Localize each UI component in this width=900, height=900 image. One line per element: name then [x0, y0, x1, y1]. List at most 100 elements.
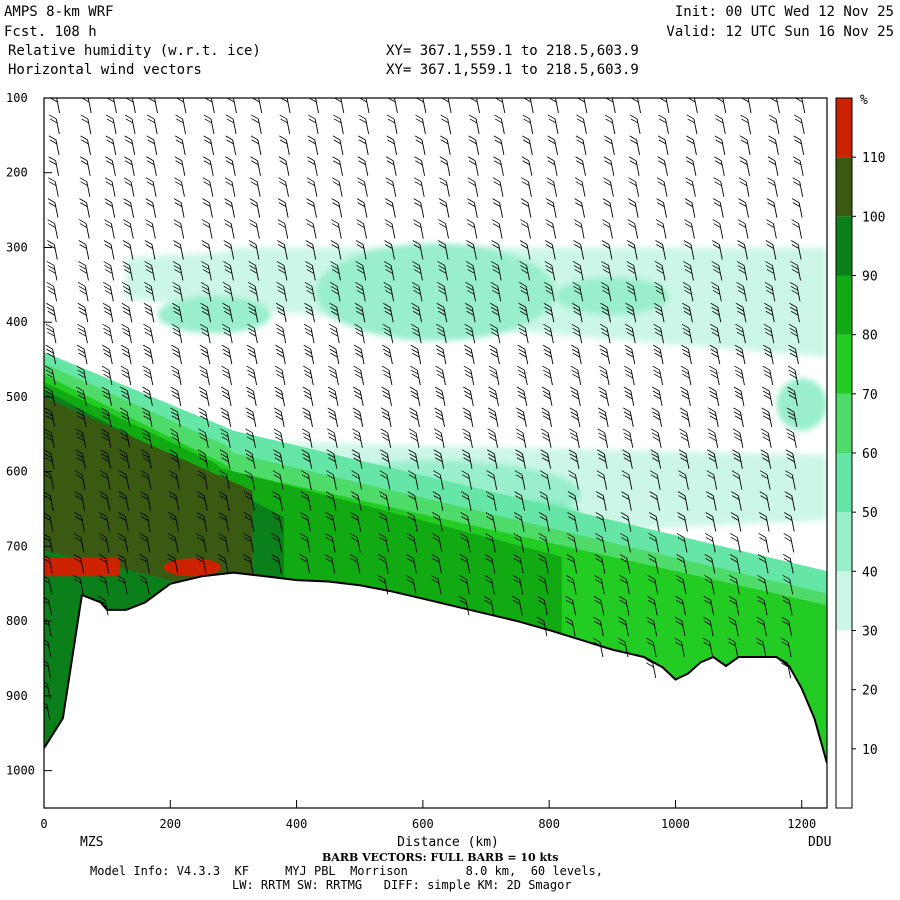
wind-barb-feather — [630, 139, 638, 145]
wind-barb-feather — [103, 373, 111, 379]
wind-barb-feather — [383, 327, 391, 333]
wind-barb — [208, 244, 213, 260]
wind-barb-feather — [169, 449, 177, 455]
wind-barb — [180, 202, 185, 218]
wind-barb-feather — [603, 202, 611, 207]
wind-barb-feather — [246, 344, 255, 350]
wind-barb-feather — [139, 533, 148, 538]
wind-barb-feather — [518, 394, 526, 400]
wind-barb — [278, 537, 283, 553]
wind-barb-feather — [767, 156, 776, 162]
wind-barb-feather — [78, 285, 87, 291]
wind-barb-feather — [247, 348, 256, 354]
wind-barb-feather — [328, 411, 336, 417]
colorbar-label: 80 — [862, 329, 878, 344]
wind-barb-feather — [573, 240, 581, 245]
wind-barb-feather — [767, 202, 775, 207]
wind-barb — [746, 139, 751, 155]
wind-barb-feather — [541, 457, 550, 463]
wind-barb — [104, 579, 109, 595]
wind-barb-feather — [329, 369, 337, 375]
wind-barb-feather — [330, 285, 339, 291]
wind-barb-feather — [141, 453, 150, 459]
wind-barb — [146, 516, 151, 532]
wind-barb-feather — [571, 302, 580, 308]
wind-barb-feather — [618, 641, 626, 647]
wind-barb-feather — [198, 453, 206, 459]
wind-barb — [772, 244, 777, 260]
wind-barb-feather — [653, 302, 662, 308]
wind-barb-feather — [466, 219, 475, 224]
wind-barb-feather — [653, 348, 662, 354]
wind-barb-feather — [103, 306, 111, 312]
wind-barb-feather — [201, 331, 209, 337]
wind-barb-feather — [537, 620, 545, 626]
wind-barb-feather — [143, 348, 152, 354]
wind-barb-feather — [736, 352, 744, 358]
wind-barb — [555, 98, 559, 114]
wind-barb-feather — [628, 223, 636, 228]
wind-barb-feather — [732, 428, 741, 434]
wind-barb-feather — [118, 558, 126, 563]
wind-barb-column — [242, 98, 263, 574]
wind-barb-feather — [602, 289, 610, 295]
wind-barb — [476, 98, 480, 114]
wind-barb-feather — [124, 156, 132, 162]
wind-barb-feather — [493, 181, 501, 187]
wind-barb-feather — [221, 390, 230, 396]
wind-barb-feather — [681, 415, 689, 421]
wind-barb-feather — [123, 265, 131, 270]
wind-barb-feather — [537, 574, 546, 580]
model-title: AMPS 8-km WRF — [4, 4, 114, 20]
wind-barb-feather — [141, 474, 149, 480]
wind-barb — [766, 474, 771, 490]
wind-barb — [599, 641, 604, 658]
wind-barb — [713, 474, 718, 490]
colorbar-swatch — [836, 98, 852, 158]
wind-barb-feather — [764, 281, 773, 287]
wind-barb — [744, 244, 748, 260]
wind-barb-feather — [601, 310, 610, 316]
wind-barb-feather — [792, 202, 801, 207]
wind-barb — [357, 495, 362, 511]
wind-barb-feather — [146, 202, 154, 207]
wind-barb-feather — [569, 432, 578, 438]
wind-barb-feather — [245, 474, 253, 480]
wind-barb-feather — [334, 98, 342, 103]
wind-barb-feather — [101, 453, 109, 459]
wind-barb-feather — [170, 411, 179, 417]
wind-barb-feather — [222, 415, 230, 421]
wind-barb — [528, 139, 533, 155]
wind-barb-feather — [789, 352, 798, 358]
wind-barb-feather — [142, 386, 150, 392]
wind-barb-feather — [576, 114, 584, 120]
wind-barb — [55, 139, 60, 155]
wind-barb — [498, 223, 503, 239]
wind-barb-feather — [489, 436, 497, 442]
wind-barb — [153, 139, 158, 155]
wind-barb-column — [97, 98, 117, 616]
wind-barb-feather — [44, 681, 48, 685]
wind-barb-feather — [78, 306, 86, 312]
rh-blob-110-b — [163, 558, 221, 577]
wind-barb — [491, 537, 496, 553]
wind-barb-feather — [141, 449, 149, 455]
wind-barb-feather — [174, 177, 182, 183]
wind-barb-feather — [383, 281, 391, 287]
wind-barb-feather — [357, 181, 366, 187]
wind-barb-feather — [246, 411, 254, 417]
wind-barb-feather — [683, 240, 692, 245]
wind-barb — [498, 244, 503, 260]
wind-barb-feather — [467, 202, 476, 207]
wind-barb-feather — [656, 244, 664, 249]
wind-barb-feather — [686, 181, 694, 187]
wind-barb-feather — [173, 289, 182, 295]
wind-barb-feather — [679, 474, 687, 480]
wind-barb-feather — [76, 386, 84, 392]
wind-barb-feather — [656, 177, 665, 183]
wind-barb-feather — [79, 198, 87, 203]
wind-barb-feather — [517, 365, 525, 371]
wind-barb-feather — [204, 118, 212, 124]
wind-barb-feather — [515, 474, 523, 480]
wind-barb-feather — [738, 177, 747, 183]
